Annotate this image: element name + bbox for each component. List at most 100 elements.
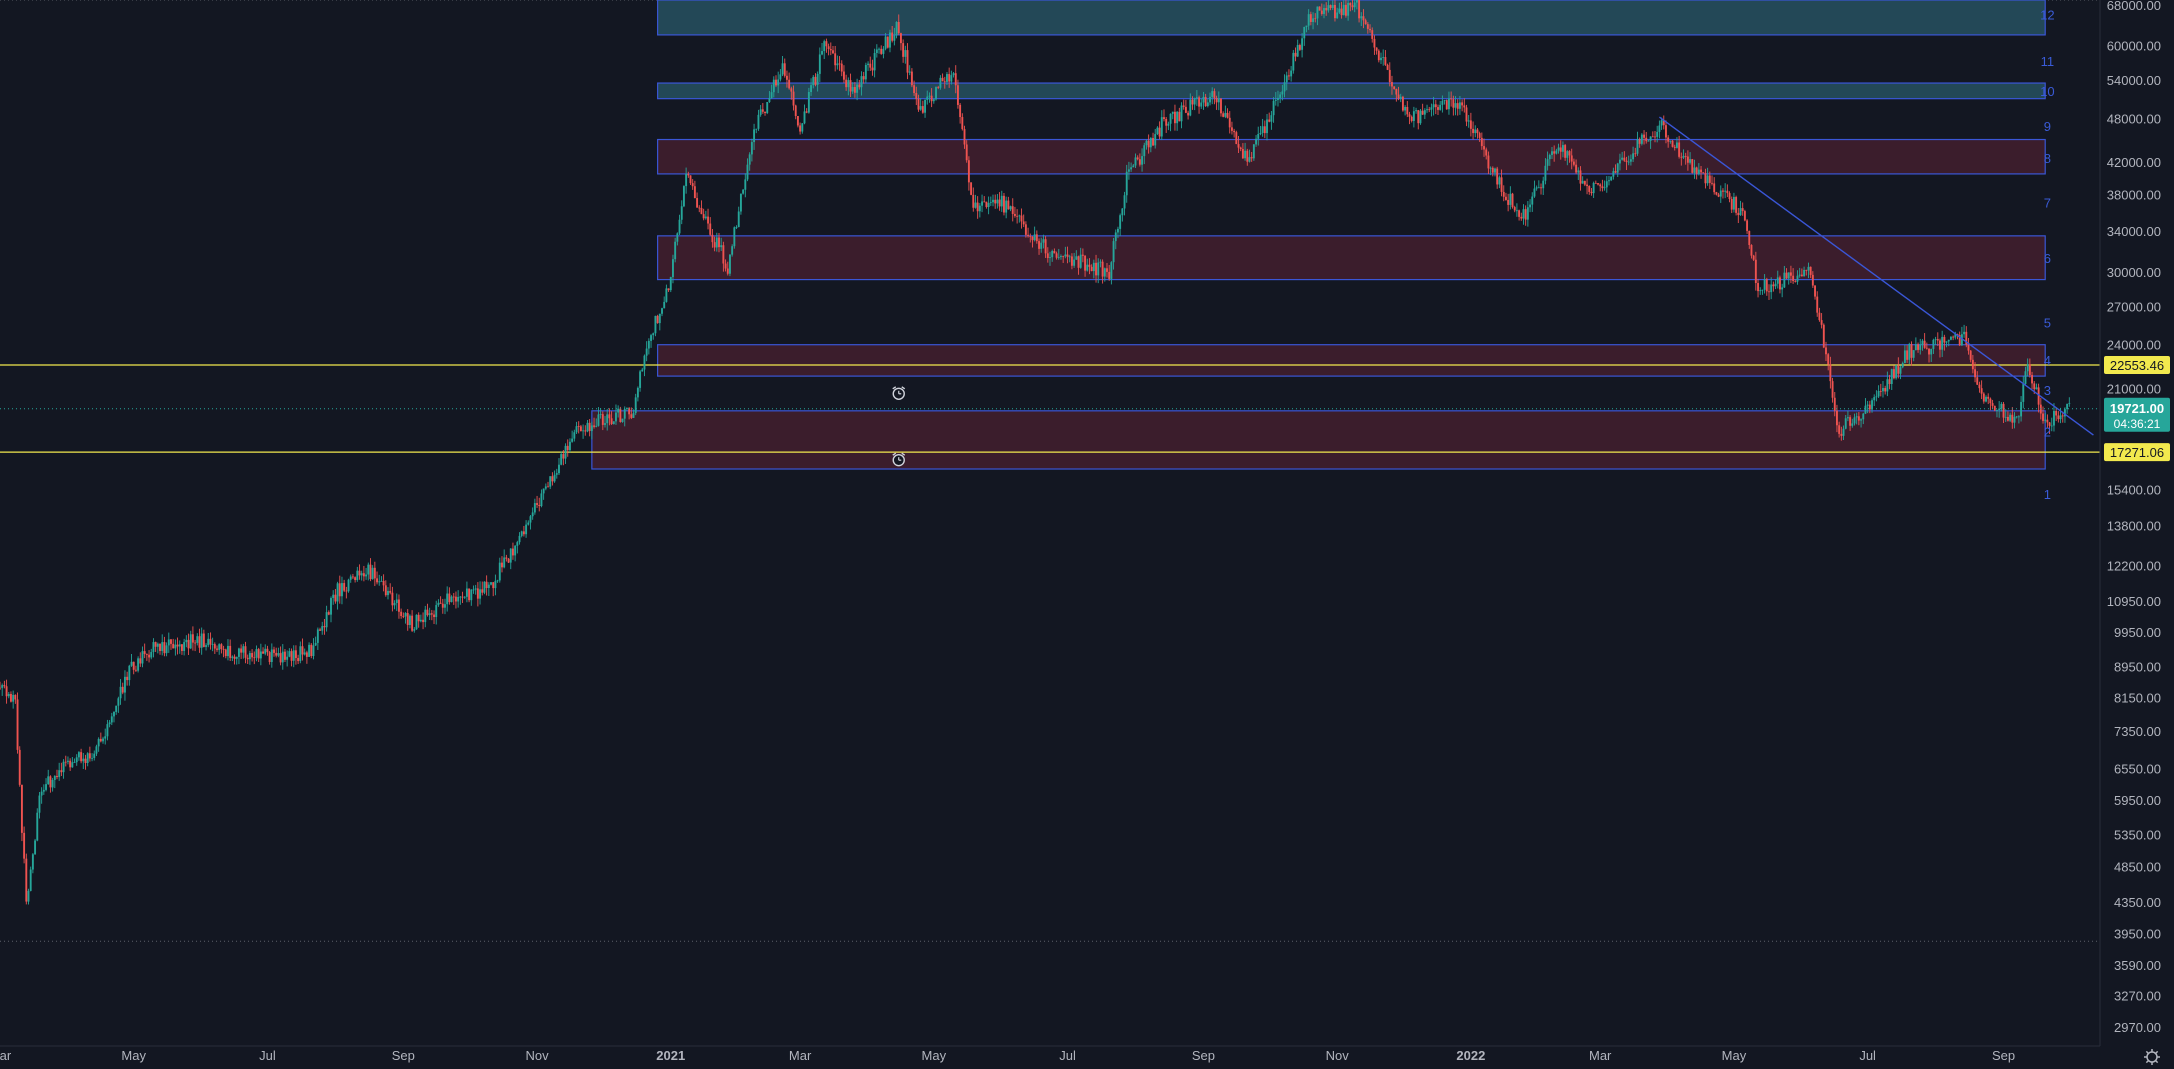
- candle: [533, 498, 536, 515]
- candle-body: [1408, 114, 1411, 117]
- candle: [1007, 196, 1010, 210]
- candle: [1401, 95, 1404, 112]
- alarm-clock-icon[interactable]: [892, 452, 906, 467]
- candle: [1410, 115, 1413, 123]
- zone-box[interactable]: [591, 410, 2046, 470]
- candle-body: [983, 201, 986, 203]
- candle: [411, 610, 414, 632]
- candle-body: [935, 87, 937, 100]
- candle: [1583, 180, 1586, 187]
- candle: [1395, 88, 1398, 102]
- candle: [1800, 268, 1803, 277]
- candle-body: [1040, 242, 1043, 249]
- candle: [1673, 144, 1676, 151]
- support-resistance-zones[interactable]: [591, 0, 2046, 470]
- candle-body: [932, 99, 935, 102]
- candle-body: [1684, 155, 1687, 157]
- candle-body: [917, 98, 920, 110]
- candle-body: [803, 111, 806, 124]
- candle: [485, 575, 488, 596]
- candle-body: [1163, 117, 1165, 120]
- candle: [858, 79, 861, 90]
- candle-body: [507, 558, 510, 563]
- candle: [170, 638, 172, 650]
- candle: [1496, 166, 1499, 189]
- candle: [490, 581, 492, 586]
- candle-body: [904, 50, 907, 57]
- candle: [1570, 148, 1573, 170]
- candle: [838, 56, 841, 71]
- candle: [284, 648, 286, 662]
- zone-box[interactable]: [657, 344, 2046, 377]
- candle-body: [1689, 159, 1692, 163]
- candle-body: [1031, 236, 1034, 241]
- candle: [1066, 246, 1069, 264]
- candle-body: [1371, 30, 1374, 39]
- time-axis[interactable]: MarMayJulSepNov2021MarMayJulSepNov2022Ma…: [0, 1045, 2100, 1063]
- candle-body: [1623, 157, 1626, 161]
- candle-body: [1779, 277, 1781, 290]
- zone-box[interactable]: [657, 138, 2046, 175]
- candle-body: [75, 757, 78, 763]
- candle-body: [672, 259, 674, 278]
- candle: [240, 644, 243, 659]
- candle-body: [1581, 180, 1584, 184]
- candle-body: [1123, 195, 1126, 209]
- candle: [573, 429, 576, 442]
- horizontal-lines[interactable]: [0, 364, 2100, 453]
- zone-box[interactable]: [657, 235, 2046, 281]
- candle-body: [1934, 339, 1937, 340]
- candle-body: [663, 301, 666, 309]
- candle-body: [630, 414, 633, 418]
- zone-number-label: 4: [2044, 353, 2051, 368]
- candle-body: [1724, 190, 1727, 192]
- candle: [897, 14, 900, 35]
- candle: [1485, 147, 1488, 160]
- candle: [1371, 27, 1374, 43]
- candle: [1515, 203, 1518, 217]
- candle: [1277, 90, 1279, 107]
- candle-body: [2055, 411, 2058, 416]
- candle-body: [547, 486, 549, 488]
- candle: [380, 576, 383, 582]
- candle: [292, 645, 295, 668]
- candle-body: [281, 651, 284, 663]
- candle-body: [601, 414, 604, 425]
- candle-body: [568, 441, 571, 451]
- alerts[interactable]: [892, 386, 906, 467]
- gear-icon[interactable]: [2144, 1049, 2160, 1065]
- candle: [347, 578, 350, 593]
- candle: [1787, 272, 1790, 285]
- candle: [290, 648, 293, 667]
- candle: [77, 751, 80, 761]
- candle: [1643, 130, 1646, 145]
- candle-body: [2002, 403, 2005, 418]
- candle: [1513, 205, 1516, 213]
- candle-body: [615, 412, 617, 422]
- candle: [34, 838, 37, 855]
- candle-body: [2022, 383, 2025, 402]
- candle-body: [801, 123, 804, 132]
- candle: [1206, 98, 1209, 108]
- candle-body: [1467, 120, 1470, 122]
- candle: [1287, 69, 1290, 81]
- candle: [1125, 164, 1128, 203]
- candle-body: [45, 784, 47, 790]
- candle-body: [1728, 193, 1731, 199]
- candle-body: [750, 142, 753, 155]
- axis-settings[interactable]: [2144, 1049, 2160, 1065]
- candle: [1213, 88, 1216, 105]
- time-tick-label: Sep: [1192, 1048, 1215, 1063]
- price-axis[interactable]: 68000.0060000.0054000.0048000.0042000.00…: [2099, 0, 2161, 1046]
- candle: [2037, 383, 2040, 413]
- trendline[interactable]: [1658, 116, 2094, 436]
- alarm-clock-icon[interactable]: [892, 386, 906, 400]
- candle: [770, 84, 773, 99]
- zone-box[interactable]: [657, 82, 2046, 100]
- candle: [1518, 209, 1521, 221]
- descending-trendline[interactable]: [1658, 116, 2094, 436]
- zone-box[interactable]: [657, 0, 2046, 36]
- candle: [1224, 105, 1227, 119]
